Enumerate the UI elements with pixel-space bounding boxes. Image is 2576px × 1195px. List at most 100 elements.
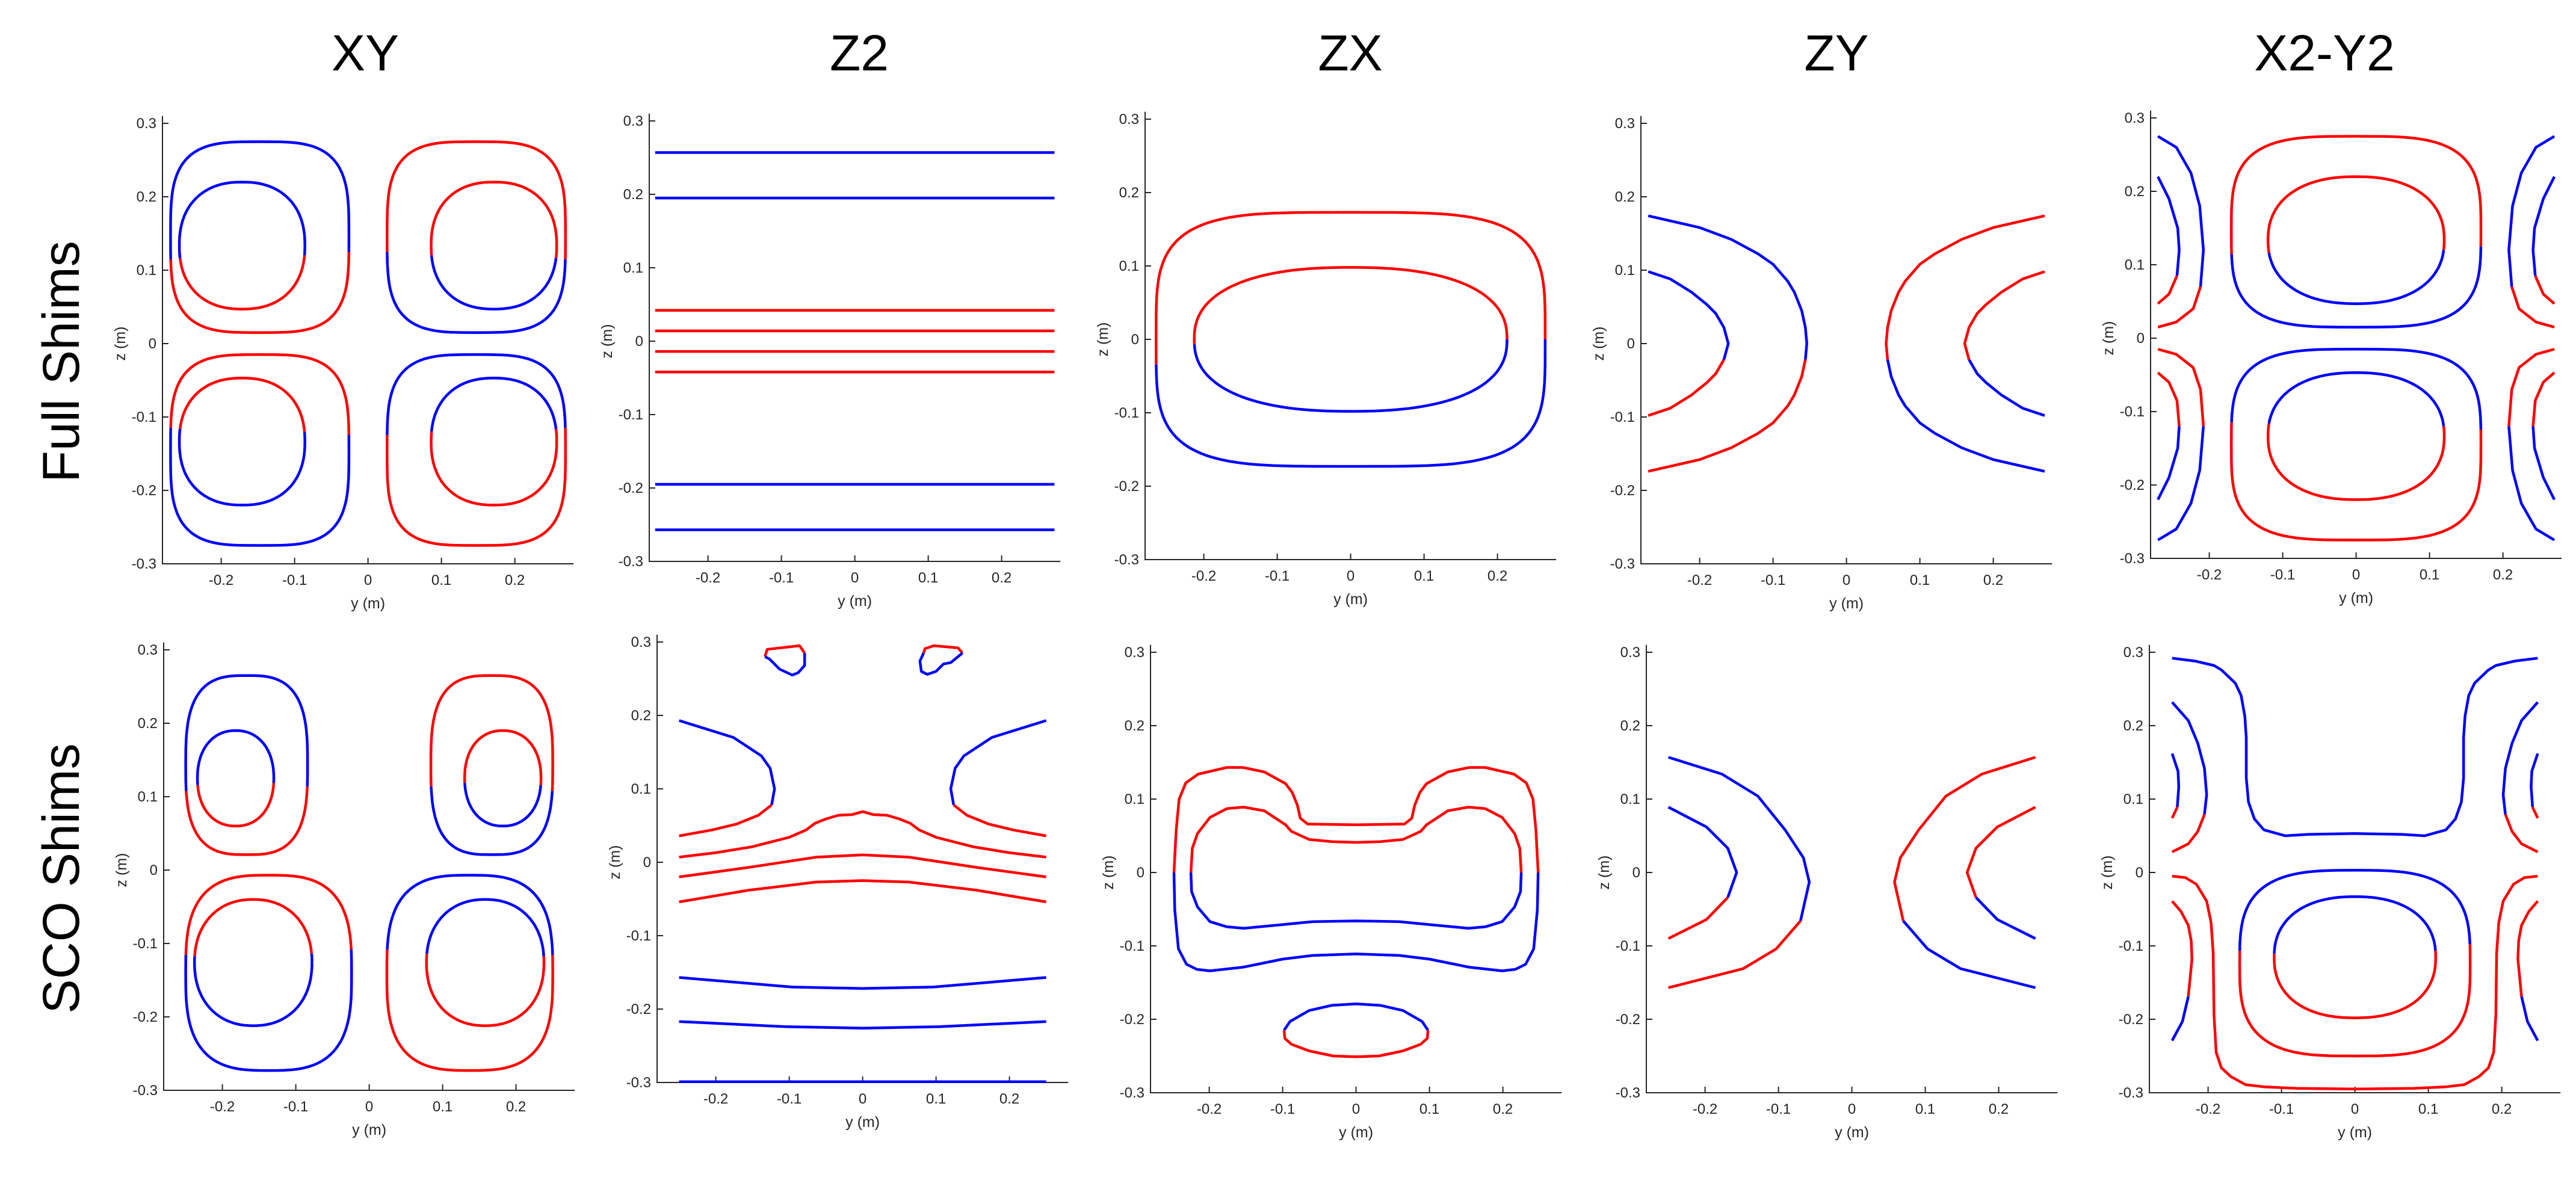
x-tick-label: 0.2 <box>2492 1101 2512 1117</box>
y-tick-label: 0.1 <box>631 781 651 797</box>
x-tick-label: 0.1 <box>433 1099 452 1115</box>
x-tick-label: -0.2 <box>210 1099 235 1115</box>
contour-line-red <box>385 949 389 973</box>
x-tick-label: -0.1 <box>1766 1101 1791 1117</box>
y-tick-label: 0.3 <box>1119 111 1139 128</box>
contour-line-red <box>386 427 567 547</box>
contour-line-blue <box>1975 896 2036 940</box>
panel-x2-y2-full: -0.3 -0.2 -0.1 0 0.1 0.2 0.3 -0.2 -0.1 0 0.1 0.2 y (… <box>2100 110 2562 607</box>
x-tick-label: -0.1 <box>1265 568 1290 584</box>
contour-line-blue <box>303 431 306 442</box>
contour-line-blue <box>1189 872 1523 930</box>
contour-line-red <box>169 252 351 334</box>
contour-line-blue <box>2170 996 2190 1042</box>
x-axis-label: y (m) <box>1333 591 1368 608</box>
contour-line-red <box>2507 348 2555 427</box>
row-label-sco-shims: SCO Shims <box>32 743 90 1013</box>
x-tick-label: -0.2 <box>1197 1101 1222 1117</box>
y-tick-label: 0 <box>1632 865 1640 881</box>
contour-line-red <box>185 786 309 856</box>
y-axis-label: z (m) <box>2099 856 2116 890</box>
contour-line-blue <box>2238 869 2472 951</box>
contour-line-red <box>430 245 433 256</box>
contour-line-blue <box>2531 176 2556 276</box>
y-tick-label: -0.3 <box>133 1082 158 1099</box>
x-tick-label: 0.1 <box>1414 568 1434 584</box>
x-axis-label: y (m) <box>838 593 872 610</box>
y-tick-label: 0.2 <box>631 708 651 724</box>
contour-line-red <box>178 255 306 310</box>
x-tick-label: 0.2 <box>1983 572 2003 588</box>
contour-line-red <box>679 879 1046 904</box>
axis-lines <box>1646 644 2058 1093</box>
contour-line-blue <box>169 427 351 547</box>
y-tick-label: 0.3 <box>2125 110 2145 126</box>
y-tick-label: -0.1 <box>132 409 156 425</box>
y-tick-label: -0.1 <box>1610 409 1635 425</box>
y-axis-label: z (m) <box>1100 856 1117 890</box>
y-tick-label: 0.2 <box>137 189 156 205</box>
x-tick-label: -0.1 <box>1270 1101 1295 1117</box>
x-tick-label: 0 <box>859 1091 866 1107</box>
contour-line-red <box>2504 814 2539 853</box>
contour-line-red <box>2157 286 2202 329</box>
row-labels: Full Shims SCO Shims <box>32 241 90 1013</box>
y-tick-label: 0.2 <box>1615 189 1635 205</box>
panel-z2-sco: -0.3 -0.2 -0.1 0 0.1 0.2 0.3 -0.2 -0.1 0 0.1 0.2 y (… <box>607 634 1069 1131</box>
contour-line-red <box>178 377 306 432</box>
x-tick-label: 0.2 <box>1493 1101 1513 1117</box>
x-tick-label: -0.2 <box>1693 1101 1717 1117</box>
y-tick-label: 0.1 <box>1615 262 1635 279</box>
x-tick-label: 0 <box>1352 1101 1360 1117</box>
contour-line-blue <box>2530 753 2539 807</box>
y-tick-label: -0.2 <box>1114 478 1139 495</box>
y-tick-label: 0 <box>643 854 651 871</box>
contour-line-blue <box>678 719 776 806</box>
contour-line-red <box>2157 348 2205 427</box>
y-tick-label: 0.1 <box>1119 258 1139 274</box>
contour-line-blue <box>1172 872 1540 972</box>
x-axis-label: y (m) <box>845 1114 880 1131</box>
x-tick-label: -0.2 <box>2197 567 2222 583</box>
contour-line-red <box>2229 135 2483 255</box>
contour-line-blue <box>184 674 309 791</box>
y-tick-label: 0.3 <box>1620 644 1640 661</box>
panel-zx-full: -0.3 -0.2 -0.1 0 0.1 0.2 0.3 -0.2 -0.1 0 0.1 0.2 y (… <box>1095 111 1557 608</box>
contour-line-red <box>2170 806 2179 819</box>
y-tick-label: -0.2 <box>626 1001 651 1017</box>
y-tick-label: 0 <box>635 333 643 350</box>
x-axis-label: y (m) <box>2338 1124 2372 1141</box>
contour-line-blue <box>2267 371 2445 427</box>
y-axis-label: z (m) <box>607 845 623 880</box>
contour-line-red <box>429 674 554 791</box>
y-tick-label: 0 <box>2137 330 2145 347</box>
y-tick-label: 0.3 <box>631 634 651 650</box>
contour-line-red <box>1893 756 2036 921</box>
y-tick-label: 0.1 <box>623 260 643 276</box>
contour-line-red <box>196 783 276 828</box>
contour-line-blue <box>178 181 306 259</box>
contour-line-red <box>1965 806 2036 898</box>
contour-line-blue <box>1155 339 1547 468</box>
contour-line-blue <box>303 245 306 256</box>
contour-line-red <box>1668 920 1802 989</box>
contour-line-blue <box>2157 426 2205 542</box>
y-tick-label: 0.2 <box>623 187 643 203</box>
y-tick-label: 0 <box>1131 332 1139 348</box>
y-tick-label: -0.3 <box>2119 1085 2143 1101</box>
contour-line-blue <box>430 786 554 856</box>
x-tick-label: -0.2 <box>703 1091 728 1107</box>
contour-line-red <box>1193 266 1509 345</box>
axis-lines <box>163 642 575 1091</box>
contour-line-blue <box>2273 895 2437 954</box>
y-axis-label: z (m) <box>599 324 616 359</box>
contour-line-blue <box>184 955 353 1072</box>
y-tick-label: 0.3 <box>2124 644 2143 661</box>
y-tick-label: -0.3 <box>619 554 643 570</box>
contour-line-red <box>1648 359 1807 473</box>
y-tick-label: 0.1 <box>2125 257 2145 273</box>
contour-line-red <box>385 955 554 1072</box>
axis-lines <box>1640 116 2052 564</box>
x-tick-label: 0 <box>365 1099 373 1115</box>
